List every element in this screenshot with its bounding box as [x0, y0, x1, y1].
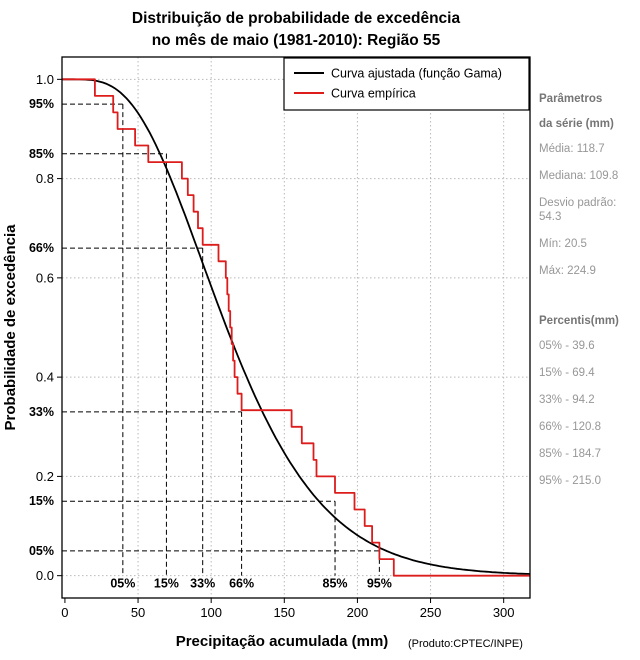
- y-tick-label: 0.0: [36, 568, 54, 583]
- guide-x-label: 15%: [154, 577, 179, 591]
- guide-x-label: 95%: [367, 577, 392, 591]
- legend-entry-label: Curva ajustada (função Gama): [331, 67, 502, 81]
- percentile-66: 66% - 120.8: [539, 421, 602, 433]
- y-axis-title: Probabilidade de excedência: [2, 224, 19, 431]
- guide-x-label: 85%: [323, 577, 348, 591]
- series-parameters-panel: Parâmetros da série (mm) Média: 118.7 Me…: [539, 92, 637, 501]
- x-tick-label: 300: [493, 605, 515, 620]
- y-tick-label: 0.8: [36, 171, 54, 186]
- percentile-15: 15% - 69.4: [539, 367, 595, 379]
- guide-y-label: 66%: [29, 241, 54, 255]
- product-credit: (Produto:CPTEC/INPE): [408, 638, 523, 650]
- chart-title: Distribuição de probabilidade de excedên…: [20, 8, 572, 53]
- chart-title-line1: Distribuição de probabilidade de excedên…: [131, 10, 461, 27]
- guide-x-label: 33%: [190, 577, 215, 591]
- chart-title-line2: no mês de maio (1981-2010): Região 55: [151, 32, 441, 50]
- guide-x-label: 05%: [110, 577, 135, 591]
- legend-box: [283, 57, 530, 111]
- parameters-header-line2: da série (mm): [539, 118, 614, 130]
- empirical-curve: [62, 78, 530, 577]
- y-tick-label: 0.2: [36, 469, 54, 484]
- param-min: Mín: 20.5: [539, 238, 587, 250]
- parameters-header-line1: Parâmetros: [539, 93, 603, 105]
- x-tick-label: 250: [420, 605, 442, 620]
- percentiles-header: Percentis(mm): [539, 315, 619, 327]
- guide-y-label: 05%: [29, 544, 54, 558]
- y-tick-label: 1.0: [36, 72, 54, 87]
- guide-y-label: 95%: [29, 97, 54, 111]
- param-desvio: Desvio padrão: 54.3: [539, 197, 617, 223]
- param-media: Média: 118.7: [539, 143, 605, 155]
- x-tick-label: 100: [200, 605, 222, 620]
- percentile-33: 33% - 94.2: [539, 394, 595, 406]
- fitted-curve: [62, 78, 531, 575]
- x-tick-label: 150: [273, 605, 295, 620]
- x-tick-label: 50: [131, 605, 145, 620]
- y-tick-label: 0.6: [36, 270, 54, 285]
- percentile-85: 85% - 184.7: [539, 448, 602, 460]
- legend-entry-label: Curva empírica: [331, 87, 416, 101]
- guide-y-label: 33%: [29, 405, 54, 419]
- y-tick-label: 0.4: [36, 370, 54, 385]
- guide-y-label: 15%: [29, 494, 54, 508]
- guide-y-label: 85%: [29, 147, 54, 161]
- percentile-05: 05% - 39.6: [539, 340, 595, 352]
- x-tick-label: 200: [347, 605, 369, 620]
- plot-border: [61, 56, 531, 599]
- guide-x-label: 66%: [229, 577, 254, 591]
- percentile-95: 95% - 215.0: [539, 475, 602, 487]
- x-axis-title: Precipitação acumulada (mm): [176, 633, 389, 650]
- x-tick-label: 0: [61, 605, 68, 620]
- param-max: Máx: 224.9: [539, 265, 596, 277]
- param-mediana: Mediana: 109.8: [539, 170, 619, 182]
